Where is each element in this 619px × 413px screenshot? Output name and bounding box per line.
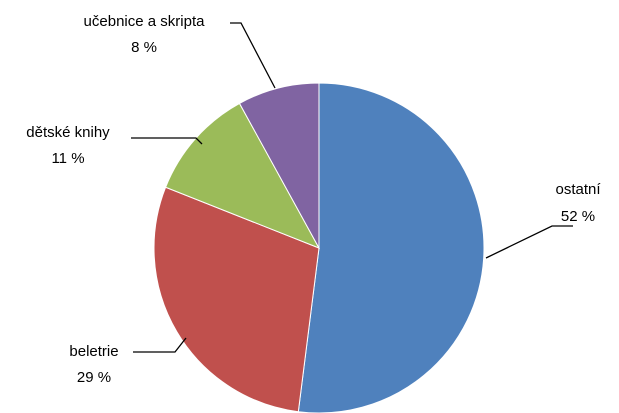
slice-label-ucebnice-a-skripta: učebnice a skripta <box>84 13 206 30</box>
slice-label-ostatni: ostatní <box>555 181 601 198</box>
slice-label-detske-knihy: dětské knihy <box>26 124 110 141</box>
leader-lines <box>131 22 573 353</box>
pie-slice-detske-knihy <box>164 102 321 249</box>
leader-line-beletrie <box>133 337 187 353</box>
pie-slice-ucebnice-a-skripta <box>238 82 320 249</box>
leader-line-detske-knihy <box>131 137 203 145</box>
slice-label-beletrie: beletrie <box>69 343 118 360</box>
slice-value-beletrie: 29 % <box>77 369 111 386</box>
pie-slice-ostatni <box>297 82 485 413</box>
leader-line-ostatni <box>485 225 573 259</box>
slice-value-ostatni: 52 % <box>561 208 595 225</box>
slice-value-detske-knihy: 11 % <box>51 150 84 167</box>
pie-slice-beletrie <box>153 186 320 413</box>
leader-line-ucebnice-a-skripta <box>230 22 276 89</box>
pie-slices <box>153 82 485 413</box>
slice-value-ucebnice-a-skripta: 8 % <box>131 39 157 56</box>
